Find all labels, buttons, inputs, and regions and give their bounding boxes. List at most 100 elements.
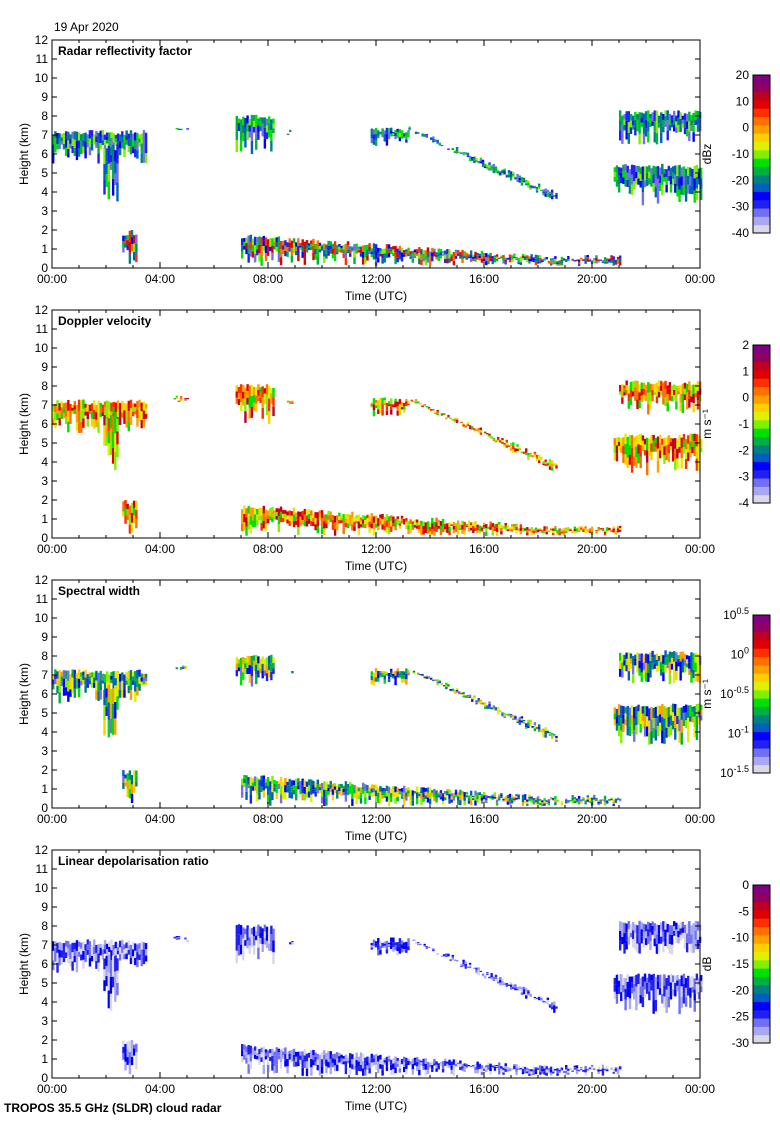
data-cell <box>93 672 95 677</box>
data-cell <box>492 261 494 264</box>
data-cell <box>627 982 629 990</box>
data-cell <box>471 426 473 427</box>
data-cell <box>375 516 377 520</box>
data-cell <box>546 529 548 532</box>
data-cell <box>514 988 516 990</box>
data-cell <box>511 529 513 531</box>
data-cell <box>184 398 186 399</box>
data-cell <box>141 143 143 153</box>
data-cell <box>542 729 544 732</box>
data-cell <box>622 446 624 455</box>
data-cell <box>258 786 260 793</box>
data-cell <box>250 249 252 256</box>
data-cell <box>525 451 527 453</box>
data-cell <box>245 792 247 800</box>
data-cell <box>523 989 525 991</box>
data-cell <box>650 435 652 444</box>
data-cell <box>448 789 450 794</box>
plot-frame <box>52 580 700 808</box>
data-cell <box>472 257 474 259</box>
data-cell <box>345 514 347 518</box>
data-cell <box>102 135 104 140</box>
data-cell <box>250 1054 252 1062</box>
data-cell <box>555 195 557 197</box>
data-cell <box>644 450 646 456</box>
data-cell <box>461 529 463 533</box>
data-cell <box>696 459 698 471</box>
data-cell <box>587 530 589 531</box>
y-tick-label: 1 <box>41 242 48 256</box>
data-cell <box>654 664 656 669</box>
data-cell <box>636 390 638 399</box>
data-cell <box>447 684 449 685</box>
data-cell <box>664 116 666 122</box>
data-cell <box>334 241 336 248</box>
data-cell <box>484 164 486 165</box>
data-cell <box>487 258 489 261</box>
data-cell <box>455 523 457 526</box>
data-cell <box>282 250 284 254</box>
data-cell <box>511 527 513 529</box>
data-cell <box>498 522 500 524</box>
data-cell <box>135 781 137 786</box>
data-cell <box>375 796 377 802</box>
data-cell <box>438 253 440 257</box>
data-cell <box>432 140 434 142</box>
data-cell <box>434 679 436 680</box>
data-cell <box>627 726 629 736</box>
data-cell <box>123 142 125 149</box>
data-cell <box>136 133 138 142</box>
data-cell <box>522 798 524 802</box>
data-cell <box>262 124 264 130</box>
data-cell <box>82 409 84 418</box>
data-cell <box>470 795 472 800</box>
data-cell <box>622 178 624 184</box>
data-cell <box>392 793 394 797</box>
data-cell <box>416 798 418 804</box>
data-cell <box>576 802 578 804</box>
data-cell <box>58 670 60 681</box>
data-cell <box>453 252 455 256</box>
data-cell <box>676 439 678 449</box>
data-cell <box>420 793 422 799</box>
data-cell <box>657 975 659 982</box>
data-cell <box>242 385 244 392</box>
data-cell <box>646 179 648 186</box>
data-cell <box>645 663 647 672</box>
data-cell <box>683 994 685 1004</box>
data-cell <box>554 802 556 805</box>
data-cell <box>613 259 615 262</box>
data-cell <box>670 982 672 991</box>
data-cell <box>112 407 114 412</box>
data-cell <box>569 529 571 530</box>
data-cell <box>553 734 555 735</box>
data-cell <box>567 800 569 801</box>
data-cell <box>582 530 584 531</box>
data-cell <box>97 673 99 682</box>
data-cell <box>455 792 457 794</box>
data-cell <box>375 251 377 258</box>
data-cell <box>425 255 427 260</box>
data-cell <box>659 167 661 175</box>
data-cell <box>441 956 443 957</box>
data-cell <box>631 460 633 473</box>
data-cell <box>668 435 670 444</box>
data-cell <box>444 797 446 800</box>
data-cell <box>435 255 437 257</box>
data-cell <box>403 679 405 683</box>
data-cell <box>366 518 368 522</box>
data-cell <box>508 715 510 716</box>
data-cell <box>520 257 522 260</box>
data-cell <box>692 662 694 670</box>
data-cell <box>643 940 645 948</box>
data-cell <box>343 527 345 534</box>
data-cell <box>672 166 674 172</box>
data-cell <box>278 245 280 254</box>
data-cell <box>510 714 512 715</box>
data-cell <box>249 397 251 408</box>
data-cell <box>644 706 646 716</box>
data-cell <box>246 656 248 662</box>
data-cell <box>236 951 238 964</box>
data-cell <box>379 514 381 517</box>
data-cell <box>386 514 388 520</box>
